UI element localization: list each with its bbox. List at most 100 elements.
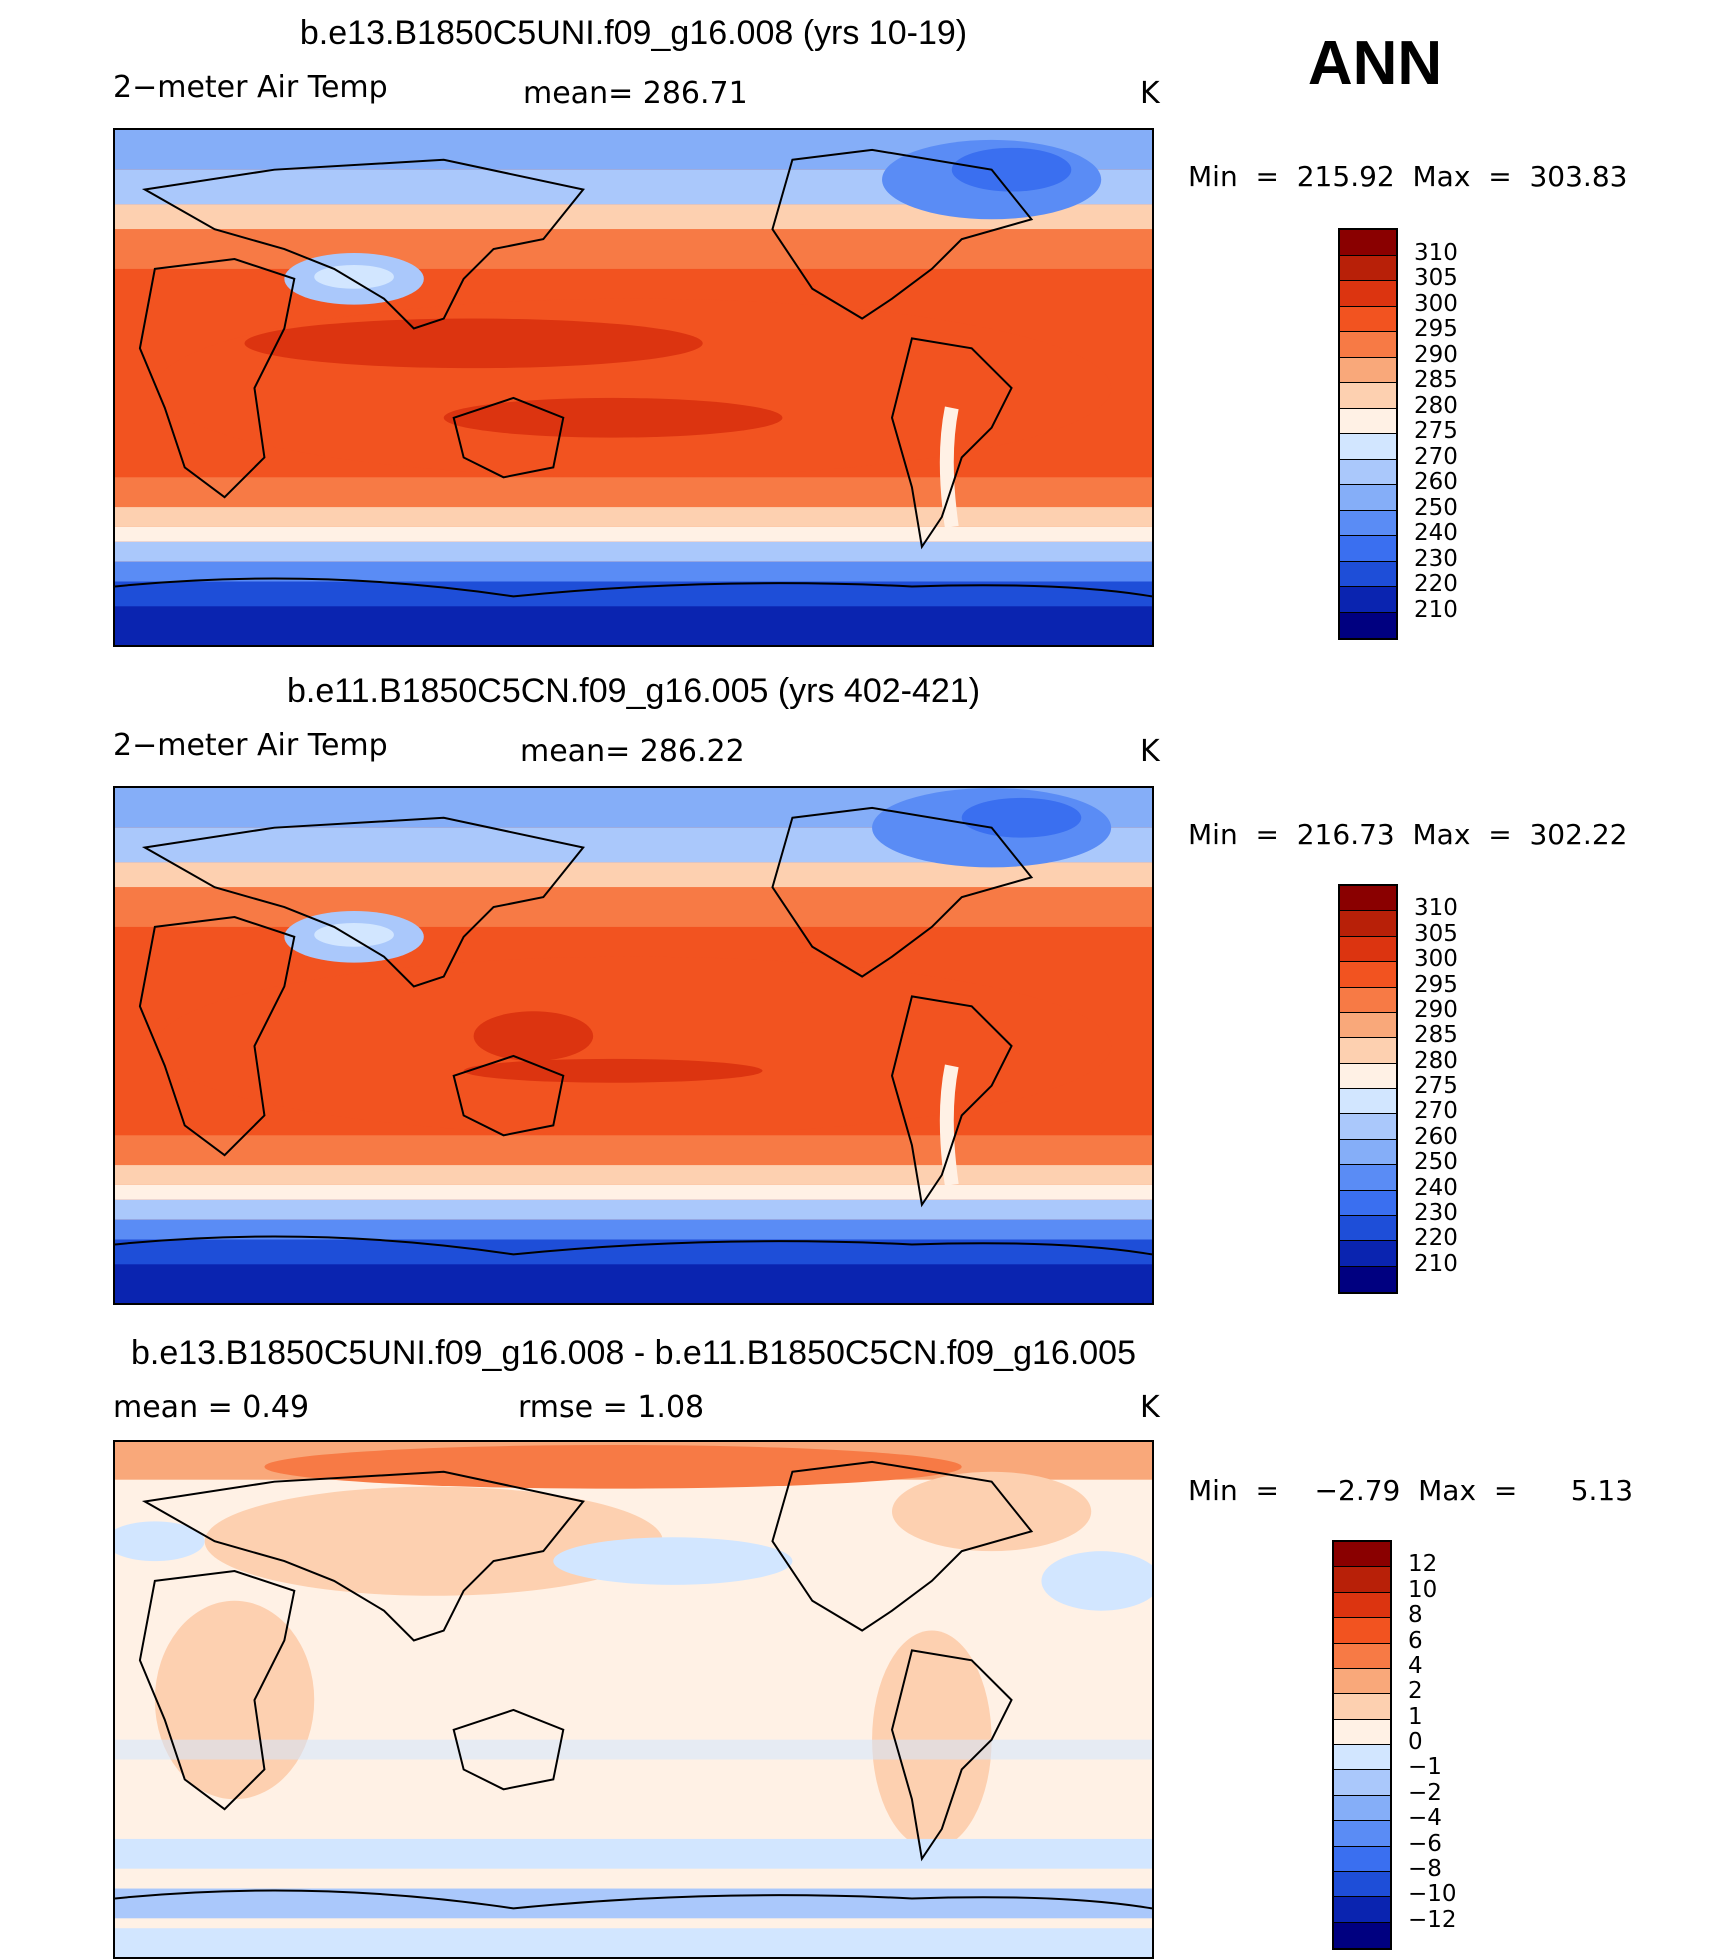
colorbar-swatch bbox=[1340, 281, 1396, 307]
panel-2-colorbar bbox=[1338, 884, 1398, 1294]
colorbar-swatch bbox=[1334, 1643, 1390, 1669]
colorbar-level-label: 285 bbox=[1414, 367, 1458, 393]
colorbar-swatch bbox=[1334, 1897, 1390, 1923]
colorbar-level-label: 305 bbox=[1414, 920, 1458, 947]
colorbar-swatch bbox=[1340, 987, 1396, 1013]
colorbar-level-label: 230 bbox=[1414, 1199, 1458, 1226]
panel-3-map-svg bbox=[115, 1442, 1152, 1957]
panel-2-map bbox=[113, 786, 1154, 1305]
colorbar-level-label: 250 bbox=[1414, 1149, 1458, 1176]
season-label: ANN bbox=[1307, 29, 1443, 98]
colorbar-level-label: 220 bbox=[1414, 1225, 1458, 1252]
panel-3-title: b.e13.B1850C5UNI.f09_g16.008 - b.e11.B18… bbox=[130, 1334, 1136, 1372]
panel-1-title: b.e13.B1850C5UNI.f09_g16.008 (yrs 10-19) bbox=[299, 14, 968, 52]
colorbar-swatch bbox=[1340, 587, 1396, 613]
colorbar-swatch bbox=[1334, 1795, 1390, 1822]
colorbar-level-label: 295 bbox=[1414, 316, 1458, 342]
colorbar-swatch bbox=[1340, 459, 1396, 485]
panel-2-title: b.e11.B1850C5CN.f09_g16.005 (yrs 402-421… bbox=[286, 672, 981, 710]
colorbar-level-label: 270 bbox=[1414, 1098, 1458, 1125]
colorbar-level-label: 220 bbox=[1414, 571, 1458, 597]
colorbar-level-label: 295 bbox=[1414, 971, 1458, 998]
colorbar-swatch bbox=[1340, 332, 1396, 358]
colorbar-swatch bbox=[1340, 1038, 1396, 1064]
colorbar-level-label: 310 bbox=[1414, 895, 1458, 922]
colorbar-swatch bbox=[1334, 1922, 1390, 1948]
colorbar-swatch bbox=[1340, 1190, 1396, 1216]
colorbar-swatch bbox=[1340, 408, 1396, 434]
panel-1-minmax: Min = 215.92 Max = 303.83 bbox=[1188, 160, 1628, 193]
colorbar-swatch bbox=[1340, 357, 1396, 383]
colorbar-level-label: 10 bbox=[1408, 1576, 1438, 1603]
colorbar-swatch bbox=[1340, 911, 1396, 937]
panel-1-map bbox=[113, 128, 1154, 647]
colorbar-swatch bbox=[1340, 1215, 1396, 1242]
panel-2-minmax: Min = 216.73 Max = 302.22 bbox=[1188, 818, 1628, 851]
colorbar-level-label: 290 bbox=[1414, 996, 1458, 1023]
panel-2-units: K bbox=[1140, 734, 1160, 769]
panel-3-map bbox=[113, 1440, 1154, 1959]
panel-1-mean-label: mean= 286.71 bbox=[523, 76, 748, 111]
colorbar-level-label: −1 bbox=[1408, 1754, 1442, 1781]
colorbar-level-label: 210 bbox=[1414, 596, 1458, 623]
colorbar-level-label: 300 bbox=[1414, 290, 1458, 317]
colorbar-swatch bbox=[1334, 1694, 1390, 1720]
colorbar-swatch bbox=[1340, 383, 1396, 409]
colorbar-level-label: 240 bbox=[1414, 1174, 1458, 1201]
colorbar-level-label: −12 bbox=[1408, 1906, 1457, 1933]
panel-1-colorbar bbox=[1338, 228, 1398, 640]
colorbar-swatch bbox=[1340, 255, 1396, 281]
colorbar-level-label: 2 bbox=[1408, 1678, 1423, 1705]
panel-3-colorbar bbox=[1332, 1540, 1392, 1950]
panel-3-rmse-label: rmse = 1.08 bbox=[518, 1390, 705, 1425]
colorbar-level-label: −6 bbox=[1408, 1830, 1442, 1857]
colorbar-swatch bbox=[1340, 230, 1396, 256]
colorbar-swatch bbox=[1340, 962, 1396, 988]
colorbar-swatch bbox=[1340, 1063, 1396, 1089]
panel-3-units: K bbox=[1140, 1390, 1160, 1425]
panel-3-mean-label: mean = 0.49 bbox=[113, 1390, 310, 1425]
colorbar-level-label: 300 bbox=[1414, 946, 1458, 973]
colorbar-swatch bbox=[1334, 1618, 1390, 1644]
colorbar-level-label: −8 bbox=[1408, 1855, 1442, 1882]
colorbar-level-label: −10 bbox=[1408, 1881, 1457, 1908]
colorbar-swatch bbox=[1334, 1668, 1390, 1695]
colorbar-level-label: 275 bbox=[1414, 1073, 1458, 1099]
colorbar-swatch bbox=[1334, 1542, 1390, 1568]
colorbar-level-label: 210 bbox=[1414, 1250, 1458, 1277]
colorbar-level-label: 305 bbox=[1414, 265, 1458, 291]
panel-1-units: K bbox=[1140, 76, 1160, 111]
colorbar-level-label: 6 bbox=[1408, 1627, 1423, 1654]
colorbar-level-label: 1 bbox=[1408, 1703, 1423, 1730]
panel-1-map-svg bbox=[115, 130, 1152, 645]
colorbar-level-label: 0 bbox=[1408, 1729, 1423, 1755]
colorbar-swatch bbox=[1340, 1165, 1396, 1191]
colorbar-swatch bbox=[1334, 1821, 1390, 1847]
colorbar-level-label: 285 bbox=[1414, 1022, 1458, 1049]
colorbar-level-label: 260 bbox=[1414, 1123, 1458, 1150]
colorbar-level-label: −4 bbox=[1408, 1805, 1442, 1832]
colorbar-swatch bbox=[1334, 1770, 1390, 1796]
colorbar-swatch bbox=[1340, 886, 1396, 912]
colorbar-swatch bbox=[1340, 561, 1396, 587]
colorbar-level-label: 250 bbox=[1414, 494, 1458, 521]
colorbar-level-label: 230 bbox=[1414, 545, 1458, 572]
colorbar-swatch bbox=[1340, 1266, 1396, 1292]
colorbar-level-label: −2 bbox=[1408, 1779, 1442, 1806]
colorbar-swatch bbox=[1340, 434, 1396, 460]
colorbar-swatch bbox=[1340, 936, 1396, 963]
colorbar-swatch bbox=[1340, 485, 1396, 511]
colorbar-swatch bbox=[1340, 1089, 1396, 1115]
colorbar-level-label: 260 bbox=[1414, 469, 1458, 495]
colorbar-swatch bbox=[1334, 1567, 1390, 1593]
colorbar-swatch bbox=[1334, 1592, 1390, 1619]
colorbar-level-label: 270 bbox=[1414, 443, 1458, 470]
colorbar-swatch bbox=[1334, 1846, 1390, 1872]
colorbar-level-label: 310 bbox=[1414, 239, 1458, 266]
colorbar-swatch bbox=[1340, 612, 1396, 638]
colorbar-level-label: 280 bbox=[1414, 392, 1458, 419]
colorbar-swatch bbox=[1340, 1241, 1396, 1267]
colorbar-swatch bbox=[1340, 306, 1396, 332]
panel-2-map-svg bbox=[115, 788, 1152, 1303]
colorbar-swatch bbox=[1334, 1719, 1390, 1745]
